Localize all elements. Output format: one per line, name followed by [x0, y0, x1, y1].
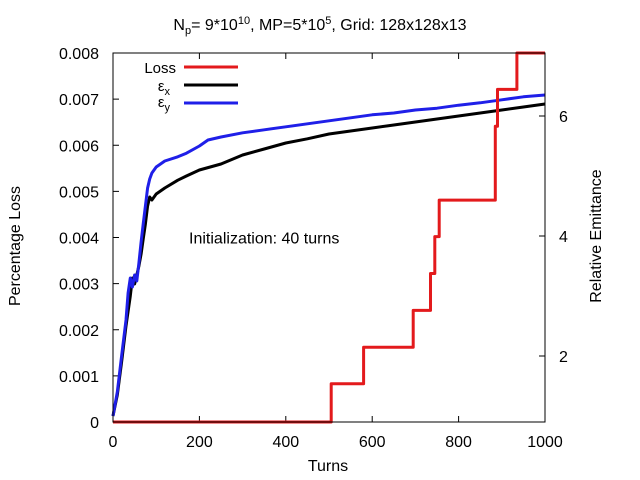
series-line-eps-y	[111, 93, 546, 417]
plot-frame	[112, 52, 546, 423]
x-tick-label: 400	[272, 434, 299, 451]
legend: Loss εx εy	[144, 60, 238, 114]
x-tick-label: 800	[445, 434, 472, 451]
axis-ticks: 0 200 400 600 800 1000 0 0.001 0.002 0.003 0.004 0.…	[59, 46, 568, 451]
x-tick-label: 600	[359, 434, 386, 451]
y-tick-label: 0.007	[59, 92, 99, 109]
title-mp-exp: 5	[325, 15, 331, 27]
y-tick-label: 0.001	[59, 369, 99, 386]
y-axis-title: Percentage Loss	[7, 186, 24, 306]
y-tick-label: 0.006	[59, 138, 99, 155]
x-tick-label: 200	[186, 434, 213, 451]
chart-title: Np= 9*1010, MP=5*105, Grid: 128x128x13	[173, 15, 466, 37]
title-n-sub: p	[185, 25, 191, 37]
title-n-exp: 10	[238, 15, 250, 27]
y-tick-label: 0.002	[59, 323, 99, 340]
title-grid: , Grid: 128x128x13	[331, 17, 466, 34]
legend-label-eps-x: εx	[158, 78, 171, 98]
y2-tick-label: 6	[559, 109, 568, 126]
y2-tick-label: 4	[559, 229, 568, 246]
x-tick-label: 0	[109, 434, 118, 451]
y-tick-label: 0	[90, 415, 99, 432]
title-n-value: = 9*10	[191, 17, 238, 34]
title-n: N	[173, 17, 185, 34]
legend-label-loss: Loss	[144, 60, 176, 77]
x-tick-label: 1000	[527, 434, 563, 451]
series-lines	[111, 51, 546, 424]
series-line-eps-x	[111, 102, 546, 417]
y-tick-label: 0.003	[59, 277, 99, 294]
legend-label-eps-y: εy	[158, 94, 171, 114]
x-axis-title: Turns	[308, 458, 348, 475]
y2-tick-label: 2	[559, 349, 568, 366]
title-mp-value: , MP=5*10	[250, 17, 325, 34]
series-line-loss	[113, 51, 545, 424]
annotation-text: Initialization: 40 turns	[189, 231, 339, 248]
y2-axis-title: Relative Emittance	[588, 169, 605, 302]
y-tick-label: 0.008	[59, 46, 99, 63]
y-tick-label: 0.004	[59, 231, 99, 248]
y-tick-label: 0.005	[59, 184, 99, 201]
